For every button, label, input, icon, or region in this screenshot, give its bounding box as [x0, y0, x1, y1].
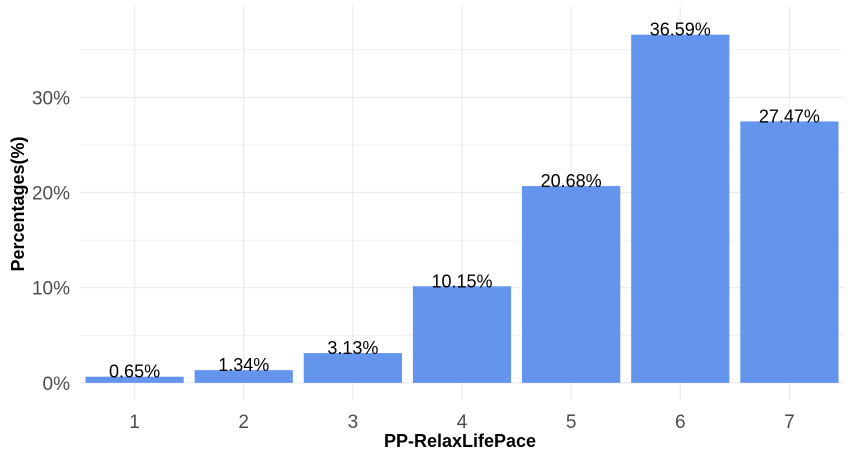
x-axis-title: PP-RelaxLifePace: [384, 431, 536, 451]
bar-7: [740, 121, 839, 383]
y-tick-label: 10%: [32, 279, 70, 300]
bar-6: [631, 34, 730, 383]
bar-value-label: 20.68%: [541, 171, 602, 191]
bar-5: [522, 186, 621, 383]
y-axis-title: Percentages(%): [8, 136, 28, 271]
bar-value-labels: 0.65% 1.34% 3.13% 10.15% 20.68% 36.59% 27.47%: [109, 20, 820, 382]
x-tick-label: 4: [457, 412, 468, 433]
bar-value-label: 0.65%: [109, 362, 160, 382]
bar-value-label: 36.59%: [650, 20, 711, 40]
y-axis-tick-labels: 0% 10% 20% 30%: [32, 88, 70, 395]
x-tick-label: 2: [238, 412, 249, 433]
x-tick-label: 5: [566, 412, 577, 433]
bar-1: [85, 376, 184, 383]
bar-4: [412, 286, 512, 383]
x-tick-label: 3: [348, 412, 359, 433]
y-tick-label: 20%: [32, 184, 70, 205]
x-tick-label: 1: [129, 412, 140, 433]
y-tick-label: 0%: [43, 374, 71, 395]
bar-value-label: 27.47%: [759, 106, 820, 126]
x-tick-label: 6: [675, 412, 686, 433]
bar-value-label: 3.13%: [327, 338, 378, 358]
y-tick-label: 30%: [32, 88, 70, 109]
bar-value-label: 10.15%: [431, 271, 492, 291]
bar-value-label: 1.34%: [218, 355, 269, 375]
x-axis-tick-labels: 1 2 3 4 5 6 7: [129, 412, 794, 433]
bar-3: [303, 353, 402, 383]
x-tick-label: 7: [784, 412, 795, 433]
bar-2: [194, 370, 293, 383]
bars: [85, 34, 839, 383]
